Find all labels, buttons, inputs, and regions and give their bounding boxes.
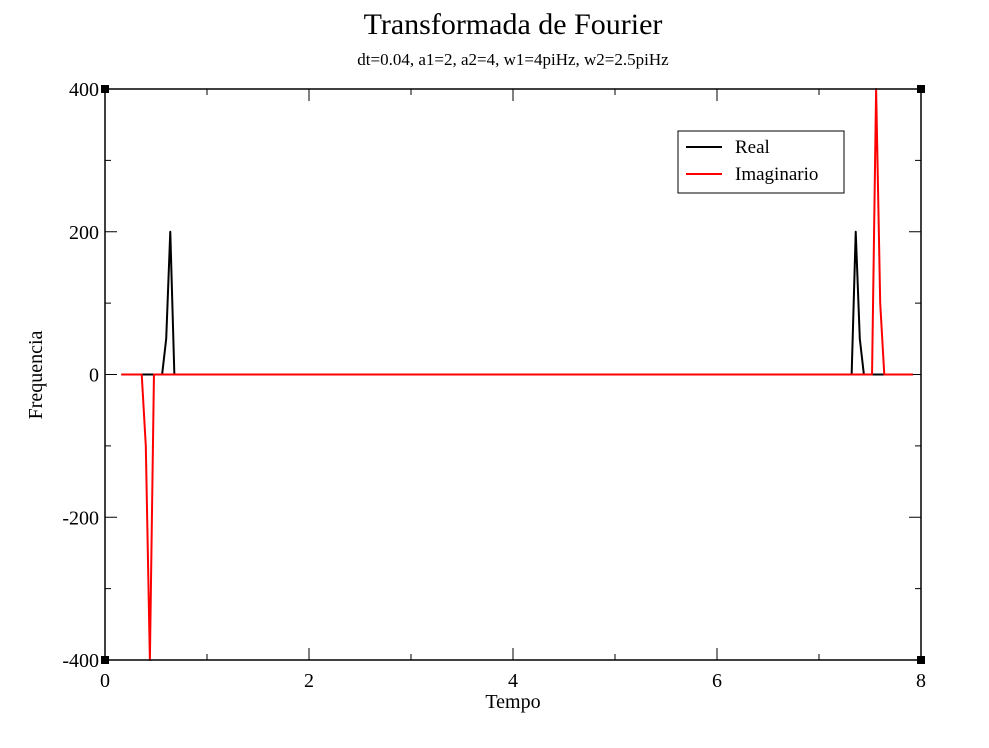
y-tick-label: -400 — [62, 650, 99, 672]
y-tick-label: -200 — [62, 507, 99, 529]
y-tick-label: 400 — [69, 79, 99, 101]
chart-title: Transformada de Fourier — [363, 8, 663, 41]
x-tick-label: 8 — [916, 670, 926, 692]
x-tick-label: 2 — [304, 670, 314, 692]
y-tick-label: 0 — [89, 365, 99, 387]
frame-corner-marker — [101, 85, 109, 93]
x-tick-label: 6 — [712, 670, 722, 692]
legend-label-real: Real — [735, 137, 770, 158]
frame-corner-marker — [101, 656, 109, 664]
legend-label-imaginario: Imaginario — [735, 164, 818, 185]
plot-frame — [104, 88, 922, 661]
x-tick-label: 0 — [100, 670, 110, 692]
y-tick-label: 200 — [69, 222, 99, 244]
tick-labels: 0 2 4 6 8 -400 -200 0 200 400 — [62, 79, 926, 692]
legend-box — [677, 130, 845, 194]
frame-corners — [101, 85, 925, 664]
legend: Real Imaginario — [677, 130, 845, 194]
series-layer — [121, 88, 913, 661]
chart-subtitle: dt=0.04, a1=2, a2=4, w1=4piHz, w2=2.5piH… — [357, 50, 669, 69]
frame-corner-marker — [917, 85, 925, 93]
x-axis-label: Tempo — [485, 691, 540, 713]
series-line-real — [121, 230, 913, 376]
series-line-imaginario — [121, 88, 913, 661]
frame-corner-marker — [917, 656, 925, 664]
x-tick-label: 4 — [508, 670, 518, 692]
y-axis-label: Frequencia — [25, 330, 47, 419]
